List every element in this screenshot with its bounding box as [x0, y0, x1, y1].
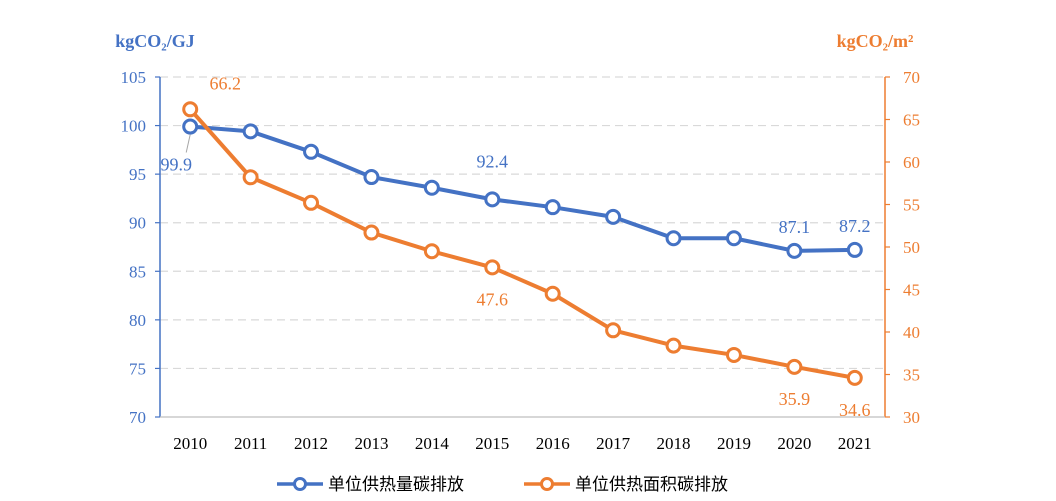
legend-swatch-marker [540, 477, 554, 491]
right-tick-label: 55 [903, 196, 920, 215]
data-point[interactable] [303, 194, 320, 211]
data-point[interactable] [544, 285, 561, 302]
series-heat-area [182, 101, 863, 386]
data-point[interactable] [786, 242, 803, 259]
left-tick-label: 100 [121, 117, 147, 136]
data-label: 87.1 [779, 217, 811, 237]
x-tick-label: 2020 [777, 434, 811, 453]
left-tick-label: 85 [129, 262, 146, 281]
legend-label-heat-area: 单位供热面积碳排放 [575, 475, 728, 495]
data-label: 99.9 [160, 155, 192, 175]
legend-item-heat-supply[interactable]: 单位供热量碳排放 [277, 475, 464, 495]
left-axis-ticks: 70 75 80 85 90 95 100 105 [121, 68, 160, 427]
x-tick-label: 2016 [536, 434, 570, 453]
data-point[interactable] [423, 179, 440, 196]
data-label: 66.2 [209, 73, 241, 93]
legend-label-heat-supply: 单位供热量碳排放 [328, 475, 464, 495]
right-tick-label: 35 [903, 366, 920, 385]
x-tick-label: 2019 [717, 434, 751, 453]
data-point[interactable] [544, 199, 561, 216]
data-label: 87.2 [839, 216, 871, 236]
right-tick-label: 40 [903, 323, 920, 342]
data-label: 35.9 [779, 389, 811, 409]
data-point[interactable] [363, 224, 380, 241]
x-tick-label: 2011 [234, 434, 267, 453]
data-point[interactable] [484, 191, 501, 208]
x-tick-label: 2018 [657, 434, 691, 453]
left-tick-label: 75 [129, 359, 146, 378]
data-point[interactable] [665, 337, 682, 354]
right-axis-ticks: 30 35 40 45 50 55 60 65 70 [885, 68, 920, 427]
right-tick-label: 45 [903, 281, 920, 300]
left-tick-label: 105 [121, 68, 147, 87]
right-tick-label: 50 [903, 238, 920, 257]
right-tick-label: 30 [903, 408, 920, 427]
left-tick-label: 80 [129, 311, 146, 330]
left-tick-label: 95 [129, 165, 146, 184]
x-tick-label: 2014 [415, 434, 450, 453]
x-tick-label: 2013 [354, 434, 388, 453]
series [182, 101, 863, 386]
label-leader-line [185, 134, 191, 153]
right-tick-label: 60 [903, 153, 920, 172]
left-tick-label: 90 [129, 214, 146, 233]
data-label: 47.6 [477, 289, 509, 309]
data-point[interactable] [363, 169, 380, 186]
data-point[interactable] [725, 346, 742, 363]
data-point[interactable] [786, 358, 803, 375]
x-tick-label: 2017 [596, 434, 631, 453]
x-tick-label: 2010 [173, 434, 207, 453]
data-point[interactable] [423, 243, 440, 260]
left-tick-label: 70 [129, 408, 146, 427]
legend: 单位供热量碳排放 单位供热面积碳排放 [277, 475, 728, 495]
right-axis-unit: kgCO₂/m² [837, 31, 914, 51]
data-point[interactable] [242, 123, 259, 140]
data-point[interactable] [846, 241, 863, 258]
x-tick-label: 2021 [838, 434, 872, 453]
data-point[interactable] [303, 143, 320, 160]
right-tick-label: 70 [903, 68, 920, 87]
data-point[interactable] [182, 118, 199, 135]
x-tick-label: 2012 [294, 434, 328, 453]
grid-lines [160, 76, 885, 370]
data-label: 34.6 [839, 400, 871, 420]
x-axis-ticks: 2010 2011 2012 2013 2014 2015 2016 2017 2018 2019… [173, 434, 872, 453]
right-tick-label: 65 [903, 111, 920, 130]
data-point[interactable] [484, 259, 501, 276]
data-point[interactable] [605, 208, 622, 225]
data-point[interactable] [605, 322, 622, 339]
data-point[interactable] [725, 230, 742, 247]
data-label: 92.4 [477, 151, 509, 171]
data-labels: 99.9 92.4 87.1 87.2 66.2 47.6 35.9 34.6 [160, 73, 870, 420]
data-point[interactable] [665, 230, 682, 247]
x-tick-label: 2015 [475, 434, 509, 453]
series-line [188, 107, 856, 380]
data-point[interactable] [182, 101, 199, 118]
series-heat-supply [182, 118, 863, 259]
data-point[interactable] [242, 169, 259, 186]
series-line [190, 124, 855, 253]
legend-swatch-marker [293, 477, 307, 491]
data-point[interactable] [846, 369, 863, 386]
legend-item-heat-area[interactable]: 单位供热面积碳排放 [524, 475, 728, 495]
left-axis-unit: kgCO₂/GJ [115, 31, 194, 51]
